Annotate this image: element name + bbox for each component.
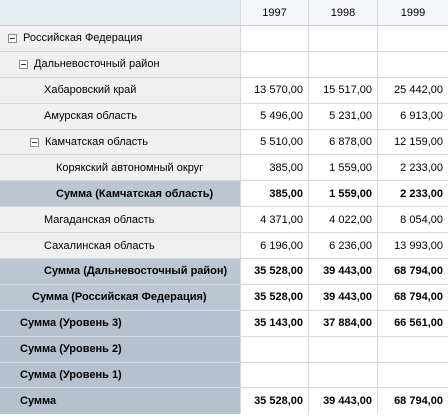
table-row: Магаданская область 4 371,00 4 022,00 8 …	[0, 207, 448, 234]
cell[interactable]	[241, 51, 309, 77]
row-label: Корякский автономный округ	[56, 161, 204, 174]
cell[interactable]: 66 561,00	[394, 317, 443, 330]
cell[interactable]: 2 233,00	[400, 187, 443, 200]
row-label: Камчатская область	[45, 136, 149, 148]
cell[interactable]: 25 442,00	[394, 84, 443, 97]
cell[interactable]: 6 196,00	[241, 233, 309, 259]
table-row: Камчатская область 5 510,00 6 878,00 12 …	[0, 129, 448, 156]
cell[interactable]	[309, 26, 378, 51]
row-label: Сумма (Камчатская область)	[56, 187, 214, 200]
cell[interactable]: 6 913,00	[400, 110, 443, 123]
collapse-icon[interactable]	[8, 33, 17, 43]
row-label: Сумма (Уровень 1)	[20, 369, 122, 382]
column-header-1999[interactable]: 1999	[378, 0, 448, 25]
table-row: Корякский автономный округ 385,00 1 559,…	[0, 155, 448, 182]
row-label: Хабаровский край	[44, 84, 137, 97]
cell[interactable]: 385,00	[241, 181, 309, 207]
table-row: Хабаровский край 13 570,00 15 517,00 25 …	[0, 77, 448, 104]
cell[interactable]	[309, 362, 378, 388]
cell[interactable]	[241, 336, 309, 362]
column-header-1998[interactable]: 1998	[309, 0, 378, 25]
row-label: Сумма	[20, 395, 57, 408]
cell[interactable]: 6 236,00	[309, 233, 378, 259]
row-header-magadan[interactable]: Магаданская область	[0, 207, 241, 233]
cell[interactable]: 1 559,00	[309, 155, 378, 181]
row-header-amur[interactable]: Амурская область	[0, 103, 241, 129]
table-row: Дальневосточный район	[0, 51, 448, 78]
row-header-grand-total[interactable]: Сумма	[0, 388, 241, 415]
subtotal-row: Сумма (Камчатская область) 385,00 1 559,…	[0, 181, 448, 208]
cell[interactable]	[378, 52, 448, 77]
subtotal-row: Сумма (Российская Федерация) 35 528,00 3…	[0, 284, 448, 311]
row-header-khabarovsk[interactable]: Хабаровский край	[0, 77, 241, 103]
cell[interactable]	[309, 336, 378, 362]
cell[interactable]: 68 794,00	[394, 265, 443, 278]
row-label: Магаданская область	[44, 213, 155, 226]
cell[interactable]: 37 884,00	[309, 310, 378, 336]
row-label: Амурская область	[44, 110, 137, 123]
cell[interactable]	[309, 51, 378, 77]
table-row: Российская Федерация	[0, 26, 448, 52]
collapse-icon[interactable]	[30, 137, 39, 147]
column-header-row: 1997 1998 1999	[0, 0, 448, 26]
cell[interactable]: 35 528,00	[241, 284, 309, 310]
cell[interactable]: 1 559,00	[309, 181, 378, 207]
row-header-sum-russia[interactable]: Сумма (Российская Федерация)	[0, 284, 241, 310]
cell[interactable]	[378, 337, 448, 362]
cell[interactable]	[241, 362, 309, 388]
cell[interactable]: 8 054,00	[400, 213, 443, 226]
collapse-icon[interactable]	[19, 59, 28, 69]
row-header-sakhalin[interactable]: Сахалинская область	[0, 233, 241, 259]
cell[interactable]: 39 443,00	[309, 388, 378, 415]
row-header-sum-level-3[interactable]: Сумма (Уровень 3)	[0, 310, 241, 336]
cell[interactable]: 5 231,00	[309, 103, 378, 129]
cell[interactable]: 13 993,00	[394, 239, 443, 252]
table-row: Сахалинская область 6 196,00 6 236,00 13…	[0, 233, 448, 260]
cell[interactable]	[378, 26, 448, 51]
cell[interactable]: 68 794,00	[394, 291, 443, 304]
column-header-1997[interactable]: 1997	[241, 0, 309, 25]
table-row: Амурская область 5 496,00 5 231,00 6 913…	[0, 103, 448, 130]
cell[interactable]: 35 528,00	[241, 259, 309, 284]
row-header-russia[interactable]: Российская Федерация	[0, 26, 241, 51]
row-label: Сумма (Российская Федерация)	[32, 291, 207, 304]
cell[interactable]: 385,00	[241, 155, 309, 181]
cell[interactable]: 5 510,00	[241, 129, 309, 155]
cell[interactable]	[378, 363, 448, 388]
cell[interactable]: 13 570,00	[241, 77, 309, 103]
grand-total-row: Сумма 35 528,00 39 443,00 68 794,00	[0, 388, 448, 415]
cell[interactable]: 4 371,00	[241, 207, 309, 233]
cell[interactable]: 4 022,00	[309, 207, 378, 233]
cell[interactable]: 5 496,00	[241, 103, 309, 129]
row-header-koryak[interactable]: Корякский автономный округ	[0, 155, 241, 181]
cell[interactable]: 12 159,00	[394, 136, 443, 148]
cell[interactable]: 39 443,00	[309, 259, 378, 284]
row-label: Дальневосточный район	[34, 58, 160, 71]
cell[interactable]: 35 143,00	[241, 310, 309, 336]
row-header-sum-far-east[interactable]: Сумма (Дальневосточный район)	[0, 259, 241, 284]
row-header-sum-level-2[interactable]: Сумма (Уровень 2)	[0, 336, 241, 362]
subtotal-row: Сумма (Уровень 3) 35 143,00 37 884,00 66…	[0, 310, 448, 337]
row-header-kamchatka[interactable]: Камчатская область	[0, 129, 241, 155]
row-header-sum-kamchatka[interactable]: Сумма (Камчатская область)	[0, 181, 241, 207]
cell[interactable]: 2 233,00	[400, 161, 443, 174]
row-header-far-east[interactable]: Дальневосточный район	[0, 51, 241, 77]
row-label: Сумма (Уровень 2)	[20, 343, 122, 356]
row-label: Сахалинская область	[44, 239, 155, 252]
subtotal-row: Сумма (Уровень 1)	[0, 362, 448, 389]
row-label: Сумма (Дальневосточный район)	[44, 265, 228, 278]
subtotal-row: Сумма (Уровень 2)	[0, 336, 448, 363]
row-label: Сумма (Уровень 3)	[20, 317, 122, 330]
cell[interactable]: 6 878,00	[309, 129, 378, 155]
row-label: Российская Федерация	[23, 32, 143, 45]
subtotal-row: Сумма (Дальневосточный район) 35 528,00 …	[0, 259, 448, 285]
cell[interactable]: 35 528,00	[241, 388, 309, 415]
cell[interactable]: 15 517,00	[309, 77, 378, 103]
cell[interactable]: 39 443,00	[309, 284, 378, 310]
cell[interactable]: 68 794,00	[394, 395, 443, 408]
corner-header	[0, 0, 241, 25]
row-header-sum-level-1[interactable]: Сумма (Уровень 1)	[0, 362, 241, 388]
cell[interactable]	[241, 26, 309, 51]
